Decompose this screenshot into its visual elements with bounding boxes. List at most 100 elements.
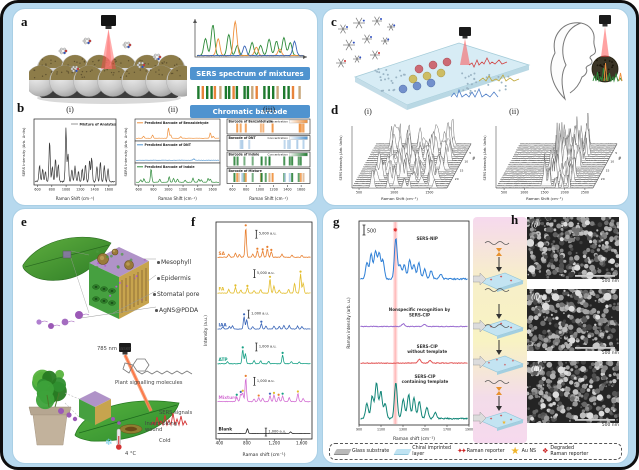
svg-text:5,000 a.u.: 5,000 a.u. — [259, 232, 277, 236]
svg-text:800: 800 — [243, 188, 249, 192]
svg-text:1600: 1600 — [105, 188, 113, 192]
leader-dot — [153, 293, 156, 296]
svg-text:FA: FA — [219, 287, 225, 293]
svg-text:Predicted Barcode of DNT: Predicted Barcode of DNT — [145, 143, 192, 147]
panel-box-ab: a SERS spectrum of mixtures Chromatic ba… — [12, 8, 318, 206]
svg-text:without template: without template — [407, 349, 447, 354]
legend-label: Raman reporter — [466, 448, 505, 454]
panel-letter-a: a — [21, 14, 28, 29]
svg-text:✸: ✸ — [393, 227, 398, 234]
svg-text:✦: ✦ — [489, 416, 493, 421]
svg-text:10: 10 — [610, 160, 614, 164]
svg-text:#: # — [618, 156, 622, 161]
legend-label: Degraded Raman reporter — [550, 446, 589, 457]
svg-text:(ii): (ii) — [531, 293, 541, 301]
leader-dot — [155, 309, 158, 312]
label-stomatal-pore: Stomatal pore — [153, 291, 199, 298]
label-4c: 4 °C — [125, 451, 137, 457]
panel-box-cd: c d (i) (ii) 500 1000 1500 Raman Shift (cm⁻… — [322, 8, 629, 206]
airborne-molecules-illustration — [336, 16, 396, 68]
svg-text:✶: ✶ — [488, 361, 491, 365]
svg-text:600: 600 — [136, 188, 142, 192]
svg-text:Predicted Barcode of Indole: Predicted Barcode of Indole — [145, 165, 195, 169]
sem-image-1: (i) — [527, 217, 619, 279]
banner-chromatic-barcode: Chromatic barcode — [190, 105, 310, 118]
panel-box-ef: e Mesophyll Epidermis Stomatal pore AgNS… — [12, 208, 318, 464]
panel-letter-c: c — [331, 14, 337, 29]
sem-scalebar-label-1: 500 nm — [601, 279, 619, 284]
svg-text:Raman Shift (cm⁻¹): Raman Shift (cm⁻¹) — [56, 196, 95, 201]
svg-text:1000: 1000 — [62, 188, 70, 192]
subpanel-label-d-ii: (ii) — [509, 107, 519, 116]
svg-text:1400: 1400 — [194, 188, 202, 192]
svg-text:1400: 1400 — [283, 188, 291, 192]
svg-text:15: 15 — [606, 168, 610, 172]
breath-sensor-illustration — [550, 15, 623, 101]
microfluidic-chip-illustration — [353, 27, 531, 110]
legend-item-chiral-layer: Chiral imprinted layer — [393, 446, 451, 457]
svg-text:Raman Shift (cm⁻¹): Raman Shift (cm⁻¹) — [249, 196, 288, 201]
legend-item-glass-substrate: Glass substrate — [333, 448, 389, 455]
label-cold: Cold — [159, 438, 171, 444]
svg-text:Intensity (a.u.): Intensity (a.u.) — [203, 315, 208, 346]
svg-text:✦: ✦ — [499, 274, 503, 279]
svg-text:✶: ✶ — [504, 363, 507, 367]
svg-text:1,000 a.u.: 1,000 a.u. — [251, 312, 269, 316]
svg-text:Blank: Blank — [219, 427, 233, 433]
glass-substrate-icon — [333, 448, 352, 455]
legend-item-degraded-reporter: ❖ Degraded Raman reporter — [542, 446, 588, 456]
leaf-cross-section-illustration — [22, 236, 157, 329]
leader-dot — [157, 261, 160, 264]
legend-label: Au NS — [521, 448, 537, 454]
sers-mixture-spectrum-inset — [193, 19, 307, 59]
svg-text:Concentration: Concentration — [268, 136, 289, 140]
panel-letter-d: d — [331, 102, 339, 117]
svg-text:(iii): (iii) — [531, 365, 543, 373]
svg-text:1,000 a.u.: 1,000 a.u. — [257, 379, 275, 383]
svg-text:Concentration: Concentration — [268, 120, 289, 124]
legend-item-au-ns: ★ Au NS — [511, 446, 537, 457]
panel-letter-f: f — [191, 214, 196, 229]
stacked-analyte-spectra-chart: SA 5,000 a.u. FA 5,000 a.u. IAA 1,000 a.u. ATP… — [203, 221, 313, 458]
svg-text:1900: 1900 — [465, 428, 473, 432]
imprinted-layer-schematics: ✦✦✦✦✦✦✶✶✶✶✦✦✦★ — [473, 217, 527, 443]
svg-text:✶: ✶ — [512, 359, 515, 363]
svg-text:SERS Intensity (Arb. Units): SERS Intensity (Arb. Units) — [339, 135, 343, 181]
raman-reporter-icon: ✦✦ — [457, 447, 467, 455]
svg-text:❄: ❄ — [105, 438, 113, 448]
svg-text:✦: ✦ — [509, 278, 513, 283]
degraded-raman-reporter-icon: ❖ — [542, 447, 549, 455]
svg-text:✦: ✦ — [499, 413, 503, 418]
svg-text:SERS-NIP: SERS-NIP — [416, 236, 438, 241]
mixture-spectrum-chart: Mixture of Analytes 600 800 1000 1200 1400 160… — [22, 118, 117, 201]
svg-text:Mixture of Analytes: Mixture of Analytes — [80, 122, 117, 126]
svg-text:1,000 a.u.: 1,000 a.u. — [268, 430, 286, 434]
svg-text:1500: 1500 — [421, 428, 429, 432]
label-text: Mesophyll — [161, 259, 192, 266]
svg-text:1500: 1500 — [425, 191, 433, 195]
svg-text:1500: 1500 — [540, 191, 548, 195]
plant-sensing-illustration: ❄ — [28, 343, 193, 450]
svg-text:Nonspecific recognition by: Nonspecific recognition by — [389, 307, 451, 312]
legend-label: Chiral imprinted layer — [412, 446, 451, 457]
svg-text:(i): (i) — [531, 221, 539, 229]
svg-text:SERS Intensity (Arb. Units): SERS Intensity (Arb. Units) — [22, 127, 26, 177]
svg-text:Raman shift (cm⁻¹): Raman shift (cm⁻¹) — [393, 436, 435, 442]
svg-text:10: 10 — [464, 160, 468, 164]
label-epidermis: Epidermis — [157, 275, 191, 282]
svg-text:Raman Shift (cm⁻¹): Raman Shift (cm⁻¹) — [158, 196, 197, 201]
svg-text:✦: ✦ — [499, 321, 503, 326]
chiral-imprinted-layer-icon — [393, 448, 412, 455]
svg-text:Raman Shift (cm⁻¹): Raman Shift (cm⁻¹) — [381, 196, 418, 201]
svg-text:ATP: ATP — [219, 357, 228, 363]
svg-text:400: 400 — [216, 441, 224, 446]
panel-letter-e: e — [21, 214, 27, 229]
svg-text:500: 500 — [356, 191, 362, 195]
subpanel-label-b-i: (i) — [66, 105, 74, 114]
svg-text:20: 20 — [601, 177, 605, 181]
svg-text:1700: 1700 — [443, 428, 451, 432]
waterfall-spectra-chart-1: 500 1000 1500 Raman Shift (cm⁻¹) SERS Intens… — [339, 118, 476, 201]
predicted-barcode-chart: Predicted Barcode of Benzaldehyde Predict… — [124, 118, 221, 201]
svg-text:★: ★ — [502, 420, 507, 426]
